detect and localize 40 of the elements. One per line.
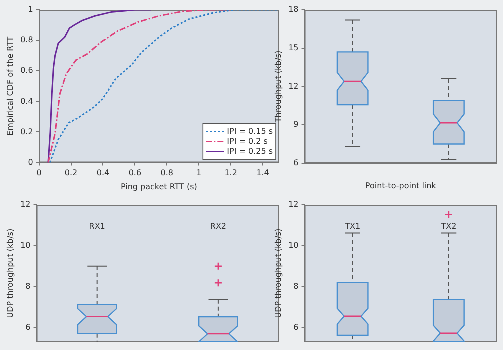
y-tick-label: 12 <box>288 82 299 91</box>
legend-label: IPI = 0.15 s <box>227 126 274 136</box>
x-tick-label: 0.4 <box>96 168 110 178</box>
y-tick-label: 10 <box>288 240 299 250</box>
y-tick-label: 8 <box>26 282 31 291</box>
legend-label: IPI = 0.25 s <box>227 146 274 156</box>
x-tick-label: 0 <box>36 168 42 178</box>
x-tick-label: 1.4 <box>256 168 270 178</box>
category-label: TX1 <box>345 222 361 232</box>
y-tick-label: 1 <box>28 5 34 14</box>
y-axis-title: Throughput (kb/s) <box>274 50 283 124</box>
x-tick-label: 0.8 <box>160 168 174 178</box>
category-label: TX2 <box>441 222 457 232</box>
y-tick-label: 0 <box>28 158 34 167</box>
y-tick-label: 8 <box>294 282 299 291</box>
x-tick-label: 0.2 <box>64 168 78 178</box>
y-tick-label: 0.6 <box>20 66 34 76</box>
y-tick-label: 12 <box>288 200 299 210</box>
y-tick-label: 15 <box>288 43 299 52</box>
y-tick-label: 9 <box>294 120 299 130</box>
category-label: RX2 <box>210 222 227 232</box>
x-axis-title: Point-to-point link <box>365 181 437 190</box>
legend-label: IPI = 0.2 s <box>227 136 268 146</box>
x-tick-label: 1 <box>196 168 202 178</box>
y-tick-label: 12 <box>20 200 31 210</box>
y-tick-label: 6 <box>26 322 31 332</box>
y-tick-label: 6 <box>294 322 299 332</box>
y-tick-label: 0.4 <box>20 96 34 106</box>
y-tick-label: 18 <box>288 5 299 14</box>
y-axis-title: UDP throughput (kb/s) <box>6 228 15 318</box>
y-tick-label: 6 <box>294 158 299 168</box>
category-label: RX1 <box>89 222 106 232</box>
y-tick-label: 0.2 <box>20 127 34 136</box>
x-axis-title: Ping packet RTT (s) <box>120 182 198 192</box>
y-tick-label: 10 <box>20 240 31 250</box>
x-tick-label: 0.6 <box>128 168 142 178</box>
y-tick-label: 0.8 <box>20 36 34 45</box>
y-axis-title: Empirical CDF of the RTT <box>6 36 15 136</box>
y-axis-title: UDP throughput (kb/s) <box>274 228 283 318</box>
x-tick-label: 1.2 <box>224 168 238 178</box>
